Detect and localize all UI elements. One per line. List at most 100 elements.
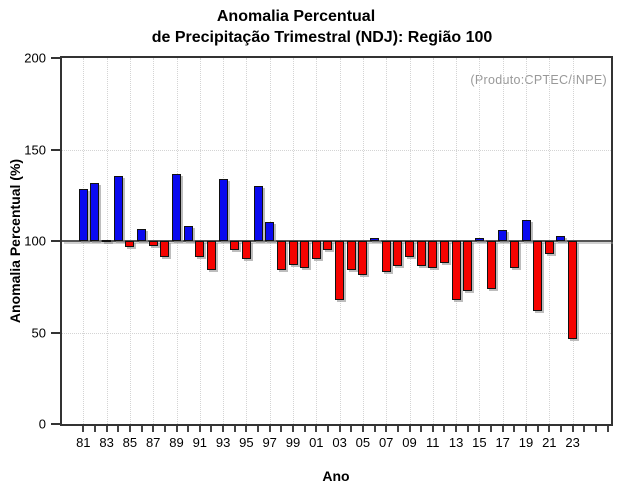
bar-1987 (148, 241, 158, 247)
bar-1993 (218, 178, 228, 241)
bar-1982 (90, 183, 100, 241)
bar-1990 (183, 226, 193, 241)
x-tick (163, 426, 166, 432)
bar-2011 (428, 241, 438, 269)
y-tick-label-0: 0 (38, 416, 46, 432)
bar-2008 (393, 241, 403, 266)
x-tick-label-05: 05 (355, 435, 371, 450)
x-tick (93, 426, 96, 432)
bar-1995 (241, 241, 251, 260)
x-tick-label-23: 23 (565, 435, 580, 450)
x-tick (548, 426, 551, 432)
h-gridline-150 (62, 149, 611, 151)
bar-2023 (568, 241, 578, 339)
x-tick-label-15: 15 (472, 435, 487, 450)
x-tick (559, 426, 562, 432)
x-tick (245, 426, 248, 432)
x-tick (326, 426, 329, 432)
bar-1997 (265, 221, 275, 241)
bar-2013 (451, 241, 461, 300)
x-tick (571, 426, 574, 432)
bar-1991 (195, 241, 205, 257)
x-tick-label-01: 01 (309, 435, 324, 450)
x-tick-label-87: 87 (145, 435, 161, 450)
bar-2010 (416, 241, 426, 266)
x-tick (292, 426, 294, 432)
bar-2019 (521, 219, 531, 241)
x-tick (513, 426, 516, 432)
bar-2001 (311, 241, 321, 260)
y-tick-150 (51, 148, 60, 151)
product-source-note: (Produto:CPTEC/INPE) (470, 73, 607, 87)
bar-1981 (78, 188, 88, 241)
x-tick (594, 426, 597, 432)
x-tick-label-07: 07 (378, 435, 394, 450)
bar-1989 (172, 174, 181, 241)
x-tick-label-09: 09 (402, 435, 417, 450)
bar-2000 (300, 241, 310, 269)
y-tick-label-150: 150 (24, 142, 46, 157)
x-tick (198, 426, 201, 432)
y-tick-label-200: 200 (24, 50, 46, 66)
x-tick (385, 426, 388, 432)
x-tick (268, 426, 271, 432)
bar-1984 (113, 176, 123, 241)
bar-2007 (381, 241, 391, 273)
x-tick (82, 426, 85, 432)
y-tick-0 (51, 423, 60, 425)
y-tick-label-100: 100 (24, 233, 46, 249)
y-axis-title: Anomalia Percentual (%) (7, 158, 23, 324)
bar-2012 (439, 241, 449, 263)
x-tick (128, 426, 131, 432)
x-tick (140, 426, 143, 432)
x-tick-label-81: 81 (76, 435, 91, 450)
x-tick (187, 426, 190, 432)
x-tick (396, 426, 399, 432)
bar-1992 (206, 241, 216, 271)
x-tick (420, 426, 423, 432)
bar-1983 (102, 239, 112, 242)
x-tick-label-93: 93 (215, 435, 231, 450)
x-tick-label-89: 89 (169, 435, 184, 450)
h-gridline-50 (62, 332, 611, 334)
x-tick (338, 426, 341, 432)
x-tick-label-91: 91 (192, 435, 208, 450)
bar-1986 (137, 229, 147, 241)
bar-2003 (335, 241, 345, 300)
bar-2017 (498, 230, 508, 241)
x-tick (525, 426, 527, 432)
bar-2006 (370, 238, 380, 241)
x-tick (315, 426, 318, 432)
bar-1994 (230, 241, 240, 251)
bar-1996 (253, 186, 263, 241)
bar-2005 (358, 241, 368, 275)
x-tick-label-03: 03 (332, 435, 347, 450)
y-tick-200 (51, 57, 60, 59)
bar-2021 (544, 241, 554, 254)
x-tick-label-13: 13 (448, 435, 464, 450)
bar-2014 (463, 241, 473, 292)
x-tick (117, 426, 120, 432)
x-tick (583, 426, 586, 432)
x-tick-label-19: 19 (518, 435, 534, 450)
y-tick-100 (51, 240, 60, 242)
x-tick (233, 426, 236, 432)
y-tick-label-50: 50 (31, 325, 46, 340)
x-tick-label-99: 99 (285, 435, 301, 450)
x-tick-label-11: 11 (426, 435, 440, 450)
bar-2022 (556, 235, 566, 241)
x-tick (350, 426, 353, 432)
x-tick (443, 426, 446, 432)
x-tick (361, 426, 364, 432)
x-tick-label-17: 17 (495, 435, 510, 450)
x-tick-label-21: 21 (542, 435, 557, 450)
x-tick (175, 426, 178, 432)
x-tick (431, 426, 434, 432)
x-tick (490, 426, 493, 432)
x-tick (210, 426, 213, 432)
x-tick (501, 426, 504, 432)
bar-1985 (125, 241, 135, 248)
x-tick (152, 426, 155, 432)
x-tick-label-83: 83 (99, 435, 114, 450)
